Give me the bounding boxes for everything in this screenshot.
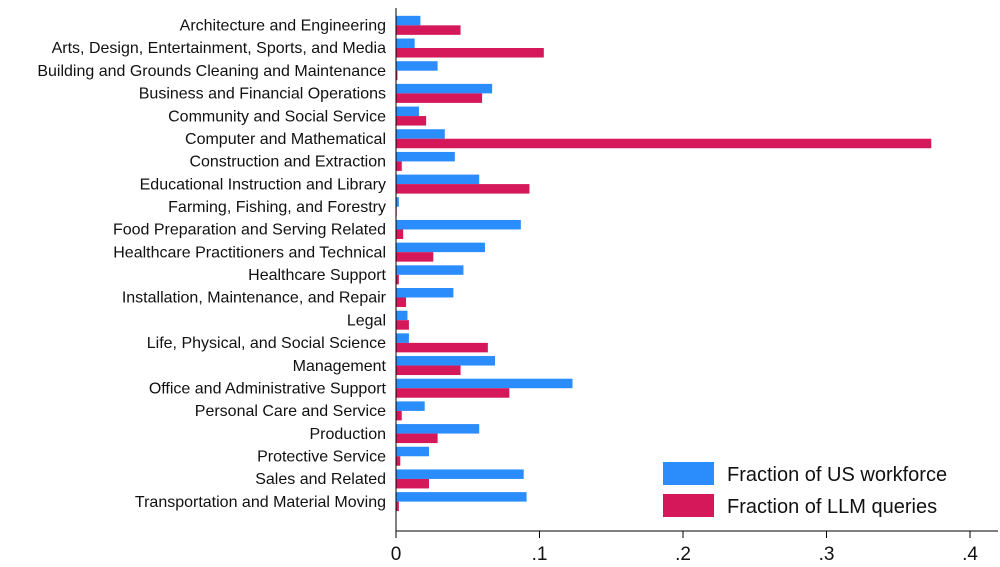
bar-llm-queries [396, 252, 434, 262]
bar-workforce [396, 378, 573, 389]
bar-workforce [396, 446, 430, 457]
bar-llm-queries [396, 342, 488, 353]
x-tick-label: .1 [532, 544, 548, 565]
bar-workforce [396, 15, 421, 26]
bar-llm-queries [396, 70, 398, 81]
bar-llm-queries [396, 433, 438, 444]
category-label: Computer and Mathematical [185, 131, 386, 148]
legend: Fraction of US workforce Fraction of LLM… [663, 462, 947, 518]
bar-llm-queries [396, 138, 932, 149]
bar-llm-queries [396, 93, 483, 103]
bar-llm-queries [396, 410, 402, 421]
bar-workforce [396, 401, 425, 411]
bar-llm-queries [396, 501, 399, 512]
category-label: Personal Care and Service [195, 403, 386, 420]
bar-llm-queries [396, 161, 402, 171]
bar-llm-queries [396, 297, 407, 307]
bar-workforce [396, 219, 521, 230]
x-tick-label: .4 [962, 544, 978, 565]
bar-llm-queries [396, 25, 461, 35]
bar-llm-queries [396, 229, 404, 239]
bar-llm-queries [396, 320, 409, 330]
category-labels: Architecture and Engineering Arts, Design… [37, 18, 386, 511]
bar-workforce [396, 129, 445, 139]
category-label: Construction and Extraction [189, 154, 386, 171]
category-label: Healthcare Practitioners and Technical [113, 244, 386, 261]
legend-swatch-llm-queries [663, 494, 714, 517]
category-label: Educational Instruction and Library [140, 176, 386, 193]
bar-workforce [396, 333, 409, 343]
category-label: Food Preparation and Serving Related [113, 222, 386, 239]
category-label: Legal [347, 312, 386, 329]
x-tick-label: 0 [391, 544, 402, 565]
category-label: Installation, Maintenance, and Repair [122, 290, 387, 307]
bar-workforce [396, 424, 480, 434]
category-label: Healthcare Support [248, 267, 386, 284]
bar-llm-queries [396, 365, 461, 376]
bar-llm-queries [396, 388, 510, 398]
category-label: Transportation and Material Moving [135, 494, 386, 511]
legend-label-llm-queries: Fraction of LLM queries [727, 496, 937, 518]
category-label: Arts, Design, Entertainment, Sports, and… [52, 40, 386, 57]
category-label: Business and Financial Operations [139, 86, 386, 103]
category-label: Architecture and Engineering [180, 18, 386, 35]
category-label: Farming, Fishing, and Forestry [168, 199, 386, 216]
category-label: Building and Grounds Cleaning and Mainte… [37, 63, 386, 80]
bar-workforce [396, 197, 399, 207]
bar-workforce [396, 492, 527, 502]
bar-llm-queries [396, 478, 430, 489]
category-label: Production [310, 426, 387, 443]
category-label: Protective Service [257, 448, 386, 465]
x-tick-label: .2 [675, 544, 691, 565]
bar-workforce [396, 265, 464, 275]
bar-llm-queries [396, 184, 530, 194]
category-label: Management [293, 358, 387, 375]
bar-workforce [396, 469, 524, 479]
x-tick-label: .3 [819, 544, 835, 565]
bar-workforce [396, 106, 419, 117]
bar-workforce [396, 310, 408, 321]
bar-llm-queries [396, 48, 544, 58]
bars-group [396, 15, 932, 512]
bar-llm-queries [396, 456, 401, 466]
bar-workforce [396, 83, 493, 94]
bar-llm-queries [396, 116, 427, 126]
category-label: Community and Social Service [168, 108, 386, 125]
bar-workforce [396, 242, 485, 253]
bar-workforce [396, 38, 415, 49]
x-ticks: 0 .1 .2 .3 .4 [391, 531, 978, 565]
category-label: Office and Administrative Support [149, 380, 387, 397]
bar-workforce [396, 288, 454, 298]
bar-llm-queries [396, 274, 399, 285]
bar-workforce [396, 151, 455, 162]
legend-label-workforce: Fraction of US workforce [727, 464, 947, 486]
category-label: Life, Physical, and Social Science [147, 335, 386, 352]
bar-workforce [396, 61, 438, 71]
bar-workforce [396, 356, 496, 366]
bar-workforce [396, 174, 480, 185]
legend-swatch-workforce [663, 462, 714, 485]
category-label: Sales and Related [255, 471, 386, 488]
